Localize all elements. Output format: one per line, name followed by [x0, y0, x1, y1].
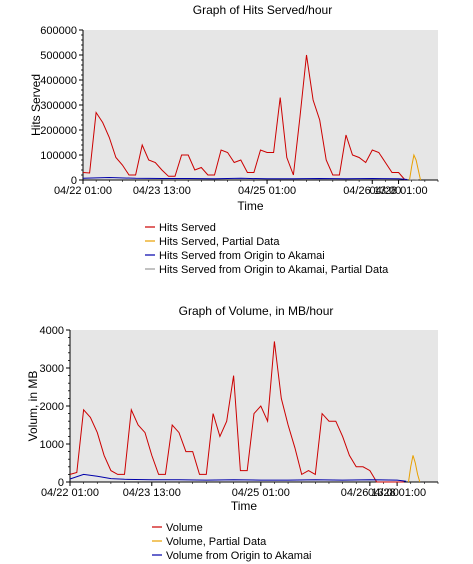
- series-line-1: [82, 54, 406, 181]
- y-tick-label: 100000: [40, 150, 77, 162]
- y-tick-label: 400000: [40, 75, 77, 87]
- y-tick-label: 500000: [40, 50, 77, 62]
- series-line-3: [69, 473, 407, 482]
- x-tick-label: 04/26 13:00: [343, 185, 401, 197]
- chart-1: Graph of Hits Served/hour 0 100000 200000 30…: [29, 3, 439, 276]
- x-tick-label: 04/28 01:00: [368, 487, 426, 499]
- legend-entry: Volume from Origin to Akamai: [166, 550, 312, 562]
- y-tick-label: 1000: [40, 439, 64, 451]
- legend-entry: Hits Served from Origin to Akamai: [159, 250, 325, 262]
- y-tick-label: 600000: [40, 25, 77, 37]
- y-tick-label: 2000: [40, 401, 64, 413]
- x-tick-label: 04/28 01:00: [369, 185, 427, 197]
- x-tick-label: 04/23 13:00: [123, 487, 181, 499]
- plot-area: [70, 330, 438, 482]
- legend-entry: Volume: [166, 522, 203, 534]
- series-line-2: [409, 153, 421, 181]
- chart-2: Graph of Volume, in MB/hour 0 1000 2000 3000…: [26, 304, 439, 562]
- chart-title: Graph of Volume, in MB/hour: [179, 304, 334, 318]
- series-line-1: [69, 341, 404, 483]
- y-tick-label: 0: [58, 477, 64, 489]
- series-line-3: [82, 176, 408, 180]
- x-tick-label: 04/22 01:00: [41, 487, 99, 499]
- y-axis-label: Hits Served: [29, 74, 43, 136]
- x-tick-label: 04/23 13:00: [133, 185, 191, 197]
- y-tick-label: 300000: [40, 100, 77, 112]
- plot-area: [83, 30, 438, 180]
- x-axis-label: Time: [237, 199, 264, 213]
- x-tick-label: 04/26 13:00: [341, 487, 399, 499]
- y-tick-label: 0: [71, 175, 77, 187]
- chart-title: Graph of Hits Served/hour: [193, 3, 332, 17]
- legend-entry: Hits Served: [159, 222, 216, 234]
- x-tick-label: 04/25 01:00: [232, 487, 290, 499]
- x-tick-label: 04/22 01:00: [54, 185, 112, 197]
- x-tick-label: 04/25 01:00: [238, 185, 296, 197]
- x-axis-label: Time: [231, 499, 258, 513]
- y-axis-label: Volum, in MB: [26, 371, 40, 442]
- y-tick-label: 200000: [40, 125, 77, 137]
- y-tick-label: 4000: [40, 325, 64, 337]
- y-tick-label: 3000: [40, 363, 64, 375]
- series-line-2: [408, 455, 421, 483]
- legend-entry: Volume, Partial Data: [166, 536, 267, 548]
- legend-entry: Hits Served from Origin to Akamai, Parti…: [159, 264, 389, 276]
- legend-entry: Hits Served, Partial Data: [159, 236, 280, 248]
